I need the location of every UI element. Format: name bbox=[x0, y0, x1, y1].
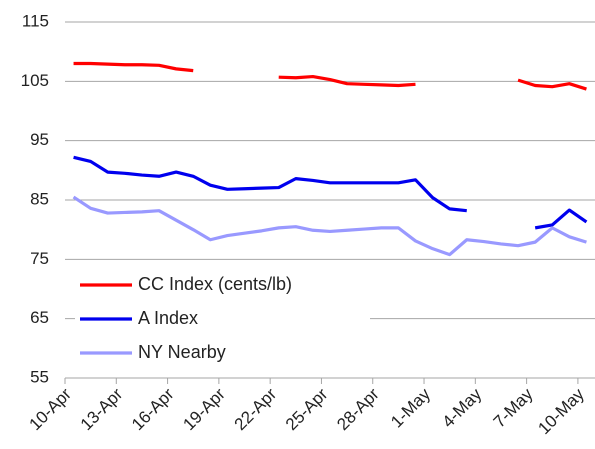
x-tick-label: 16-Apr bbox=[128, 384, 178, 434]
line-series bbox=[73, 61, 587, 91]
y-tick-label: 85 bbox=[30, 189, 49, 208]
y-tick-label: 95 bbox=[30, 130, 49, 149]
x-tick-label: 1-May bbox=[387, 384, 434, 431]
x-tick-label: 28-Apr bbox=[333, 384, 383, 434]
line-series bbox=[72, 195, 587, 257]
legend-label: CC Index (cents/lb) bbox=[138, 274, 292, 294]
y-tick-label: 75 bbox=[30, 249, 49, 268]
x-tick-label: 7-May bbox=[490, 384, 537, 431]
legend-label: NY Nearby bbox=[138, 342, 226, 362]
x-tick-label: 19-Apr bbox=[179, 384, 229, 434]
legend-label: A Index bbox=[138, 308, 198, 328]
y-tick-label: 55 bbox=[30, 367, 49, 386]
x-tick-label: 25-Apr bbox=[282, 384, 332, 434]
y-tick-label: 115 bbox=[22, 11, 49, 30]
y-tick-label: 105 bbox=[21, 71, 49, 90]
x-tick-label: 10-May bbox=[534, 384, 588, 438]
x-tick-label: 4-May bbox=[438, 384, 485, 431]
line-series bbox=[73, 155, 588, 230]
y-tick-label: 65 bbox=[30, 308, 49, 327]
x-tick-label: 13-Apr bbox=[77, 384, 127, 434]
x-tick-label: 10-Apr bbox=[25, 384, 75, 434]
x-tick-label: 22-Apr bbox=[231, 384, 281, 434]
